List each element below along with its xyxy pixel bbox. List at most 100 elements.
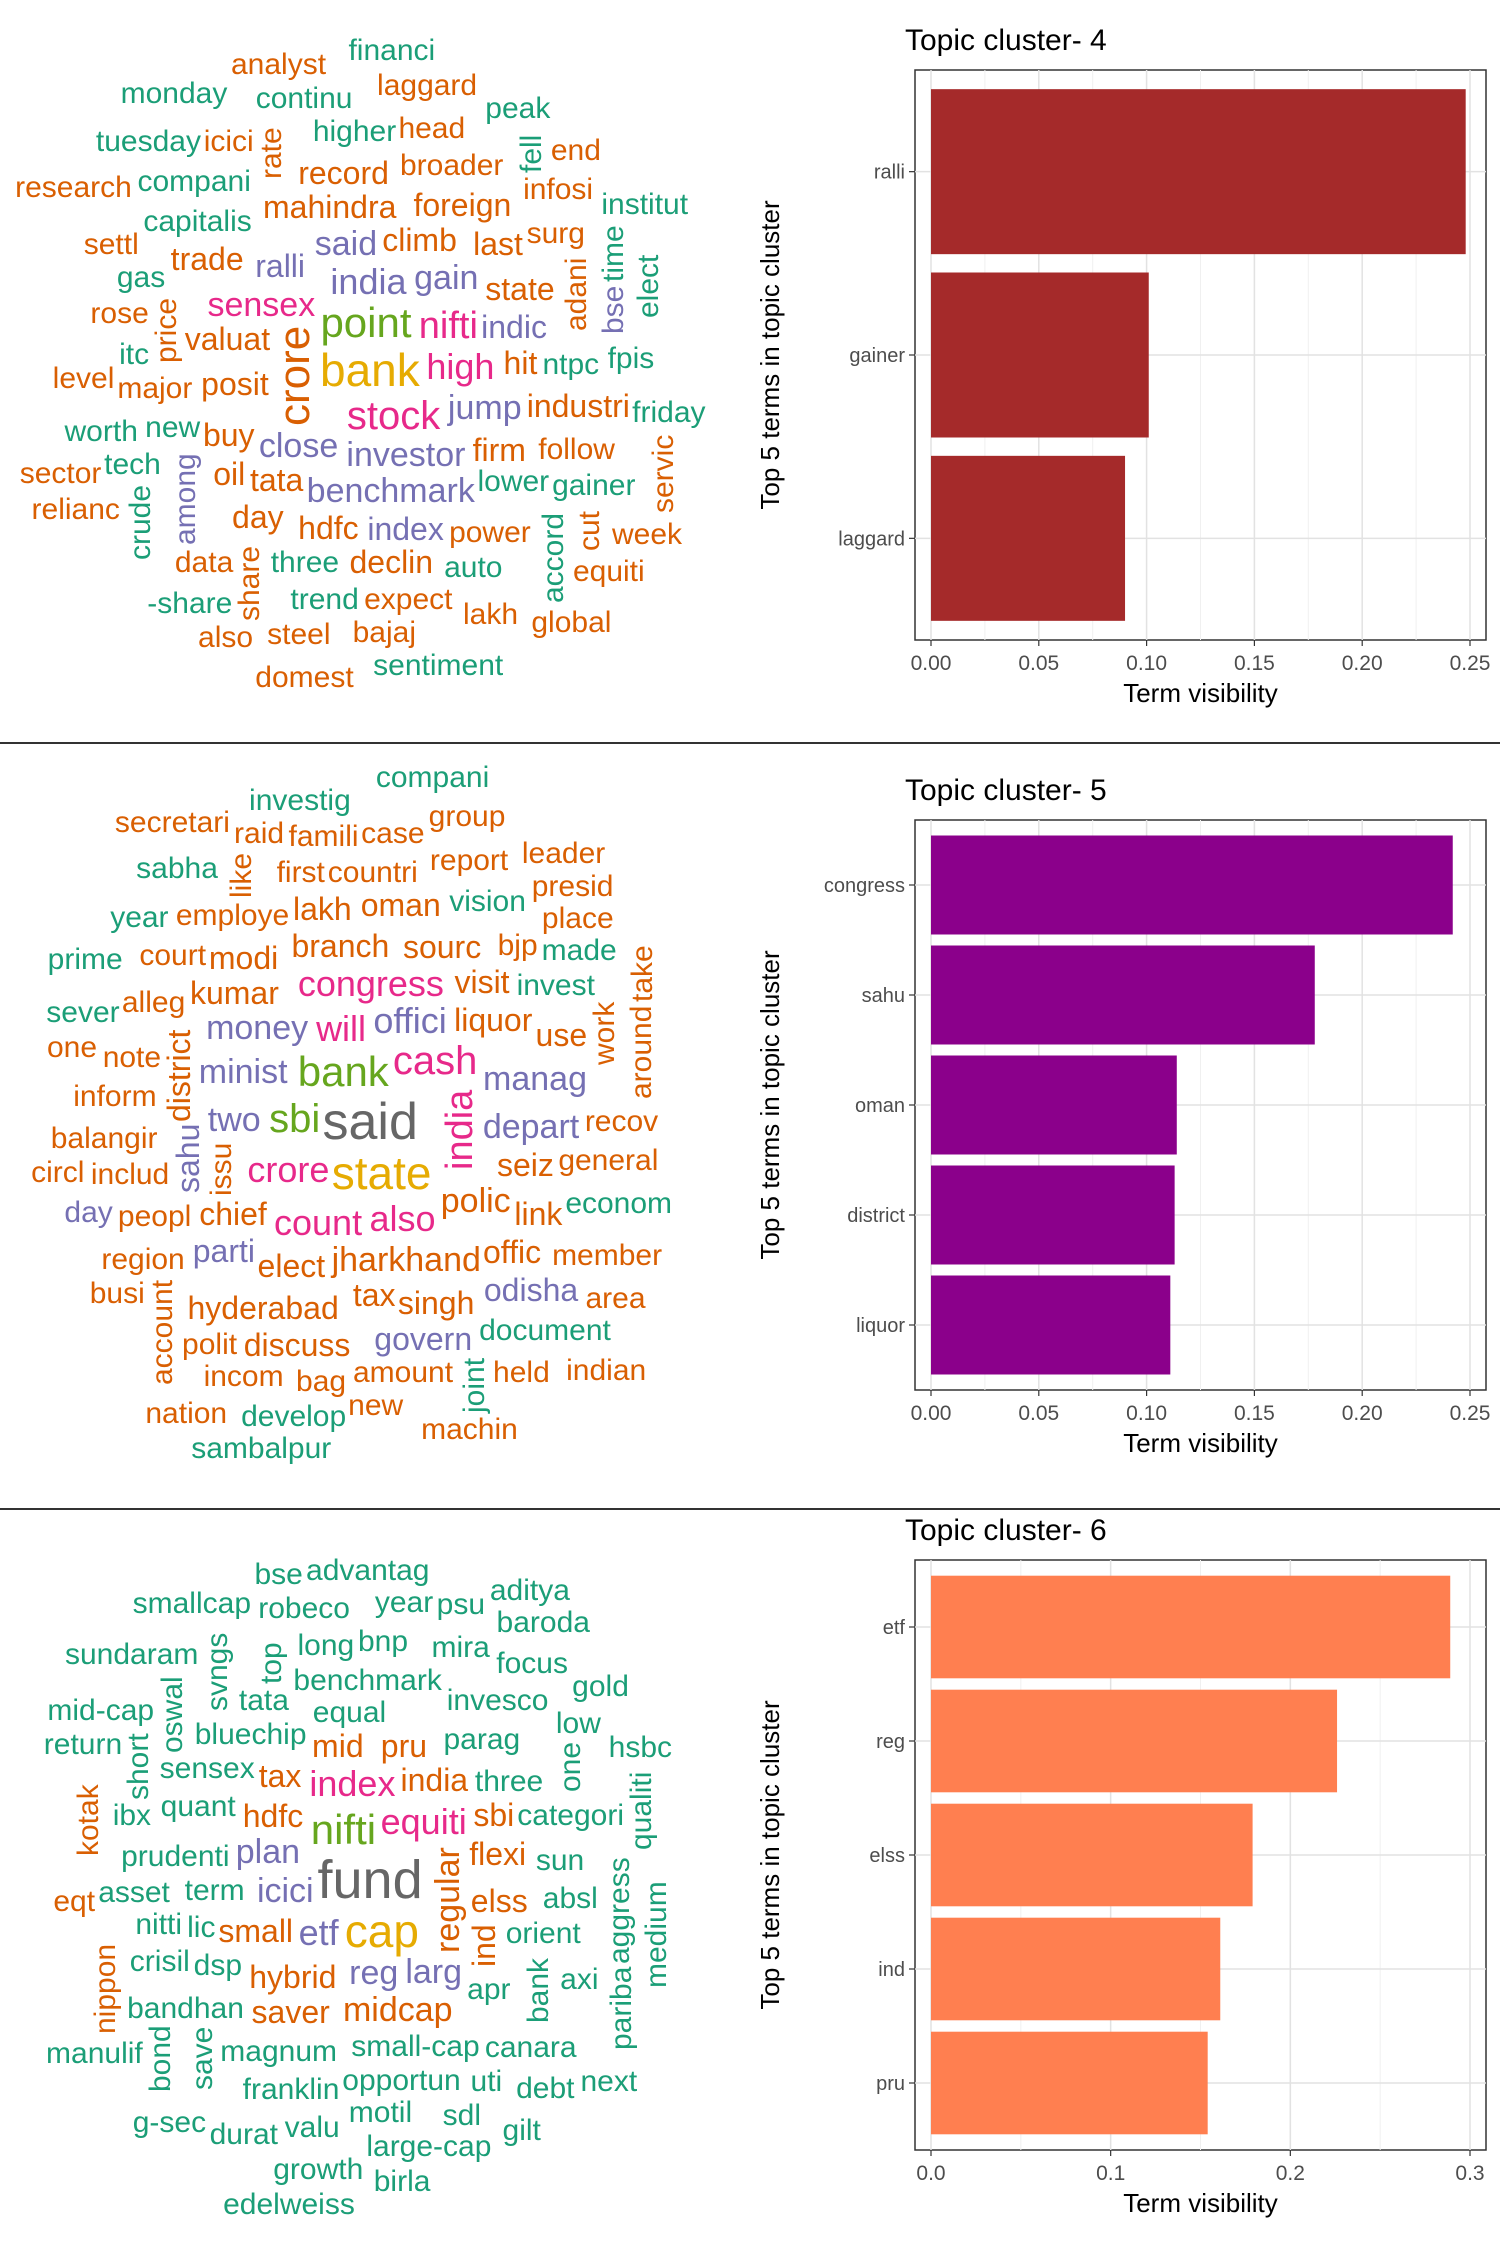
cloud-word: branch <box>291 928 390 965</box>
cloud-word: price <box>150 297 184 363</box>
cloud-word: reg <box>349 1953 399 1992</box>
cloud-word: canara <box>484 2030 577 2064</box>
cloud-word: sabha <box>136 851 218 885</box>
cloud-word: secretari <box>114 805 230 839</box>
cloud-word: lakh <box>293 890 352 927</box>
cloud-word: leader <box>521 837 606 871</box>
x-tick-label: 0.20 <box>1342 652 1383 675</box>
cloud-word: congress <box>297 962 444 1004</box>
x-tick-label: 0.15 <box>1234 652 1275 675</box>
x-tick-label: 0.10 <box>1126 1402 1167 1425</box>
cloud-word: inform <box>73 1079 157 1113</box>
cloud-word: year <box>374 1585 434 1619</box>
cloud-word: benchmark <box>293 1664 442 1698</box>
cloud-word: peak <box>485 92 551 126</box>
cloud-word: bse <box>596 286 630 335</box>
cloud-word: robeco <box>258 1592 350 1626</box>
cloud-word: depart <box>482 1107 580 1146</box>
cloud-word: nifti <box>418 305 478 348</box>
cloud-word: crore <box>270 326 319 427</box>
cloud-word: crude <box>123 485 157 561</box>
cloud-word: new <box>348 1388 404 1422</box>
cloud-word: sbi <box>269 1097 321 1142</box>
x-tick-label: 0.00 <box>911 652 952 675</box>
cloud-word: work <box>587 1001 621 1066</box>
bar-oman <box>931 1055 1177 1155</box>
cloud-word: save <box>185 2026 219 2091</box>
cloud-word: bank <box>320 344 420 396</box>
y-tick-label: reg <box>876 1731 905 1753</box>
cloud-word: durat <box>209 2118 278 2152</box>
x-tick-label: 0.05 <box>1018 1402 1059 1425</box>
cloud-word: alleg <box>121 986 186 1020</box>
cloud-word: gilt <box>502 2113 541 2147</box>
cloud-word: bluechip <box>194 1718 307 1752</box>
cloud-word: long <box>297 1628 355 1662</box>
cloud-word: parag <box>443 1722 521 1756</box>
cloud-word: sdl <box>442 2099 482 2133</box>
cloud-word: like <box>224 852 258 898</box>
y-tick-label: sahu <box>862 985 905 1007</box>
cloud-word: sambalpur <box>191 1432 332 1466</box>
cloud-word: amount <box>352 1356 454 1390</box>
cloud-word: day <box>64 1196 113 1230</box>
cloud-word: sun <box>535 1843 585 1877</box>
cloud-word: tech <box>104 448 161 482</box>
x-tick-label: 0.25 <box>1450 1402 1491 1425</box>
cloud-word: india <box>439 1089 482 1171</box>
cloud-word: ind <box>466 1923 503 1967</box>
cloud-word: oswal <box>155 1676 189 1753</box>
cloud-word: hybrid <box>249 1959 337 1996</box>
cloud-word: singh <box>397 1285 475 1322</box>
cloud-word: will <box>316 1007 367 1049</box>
chart-title: Topic cluster- 5 <box>905 774 1107 807</box>
cloud-word: higher <box>312 114 397 148</box>
cloud-word: jump <box>447 389 522 428</box>
cloud-word: index <box>367 511 444 548</box>
cloud-word: econom <box>565 1186 673 1220</box>
cloud-word: pariba <box>604 1966 638 2050</box>
x-axis-label: Term visibility <box>1123 678 1278 708</box>
cloud-word: compani <box>375 760 490 794</box>
cloud-word: one <box>553 1741 587 1792</box>
cloud-word: machin <box>421 1413 518 1446</box>
cloud-word: year <box>110 901 169 935</box>
chart-title: Topic cluster- 6 <box>905 1514 1107 1547</box>
y-tick-label: pru <box>876 2073 905 2095</box>
cloud-word: data <box>174 546 234 580</box>
x-tick-label: 0.2 <box>1276 2162 1305 2185</box>
cloud-word: quant <box>160 1790 236 1824</box>
cloud-word: case <box>361 816 425 850</box>
cloud-word: research <box>15 171 132 205</box>
cloud-word: around <box>625 1005 659 1100</box>
cloud-word: flexi <box>469 1835 527 1872</box>
cloud-word: liquor <box>454 1002 533 1039</box>
cloud-word: tax <box>258 1758 302 1795</box>
cloud-word: first <box>276 856 325 890</box>
cloud-word: cap <box>344 1905 419 1958</box>
x-tick-label: 0.1 <box>1096 2162 1125 2185</box>
cloud-word: one <box>47 1031 98 1065</box>
cloud-word: bjp <box>497 928 538 962</box>
cloud-word: monday <box>120 77 228 111</box>
cloud-word: offic <box>482 1233 542 1270</box>
cloud-word: qualiti <box>625 1771 659 1850</box>
cloud-word: issu <box>205 1142 239 1196</box>
cloud-word: icici <box>203 125 254 159</box>
cloud-word: manag <box>483 1060 587 1099</box>
bar-ralli <box>931 89 1466 255</box>
cloud-word: return <box>43 1727 123 1761</box>
cloud-word: small <box>218 1912 294 1949</box>
cloud-word: stock <box>346 394 441 439</box>
cloud-word: said <box>322 1093 418 1151</box>
cloud-word: use <box>535 1016 588 1053</box>
bar-congress <box>931 835 1453 935</box>
cloud-word: midcap <box>342 1990 453 2029</box>
cloud-word: itc <box>119 337 150 371</box>
x-tick-label: 0.0 <box>916 2162 945 2185</box>
y-tick-label: etf <box>883 1617 906 1639</box>
cloud-word: ntpc <box>542 348 600 382</box>
cloud-word: link <box>514 1195 563 1232</box>
cloud-word: odisha <box>483 1271 579 1308</box>
cloud-word: sensex <box>207 285 316 324</box>
